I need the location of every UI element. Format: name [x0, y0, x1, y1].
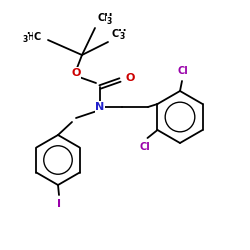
Text: 3: 3: [107, 17, 112, 26]
Text: Cl: Cl: [178, 66, 188, 76]
Text: O: O: [71, 68, 81, 78]
Text: C: C: [34, 32, 41, 42]
Text: CH: CH: [111, 29, 126, 39]
Text: 3: 3: [120, 32, 125, 41]
Text: 3: 3: [23, 34, 28, 43]
Text: H: H: [26, 32, 34, 42]
Text: N: N: [96, 102, 104, 112]
Text: O: O: [125, 73, 134, 83]
Text: I: I: [57, 199, 61, 209]
Text: CH: CH: [98, 13, 114, 23]
Text: Cl: Cl: [139, 142, 150, 152]
